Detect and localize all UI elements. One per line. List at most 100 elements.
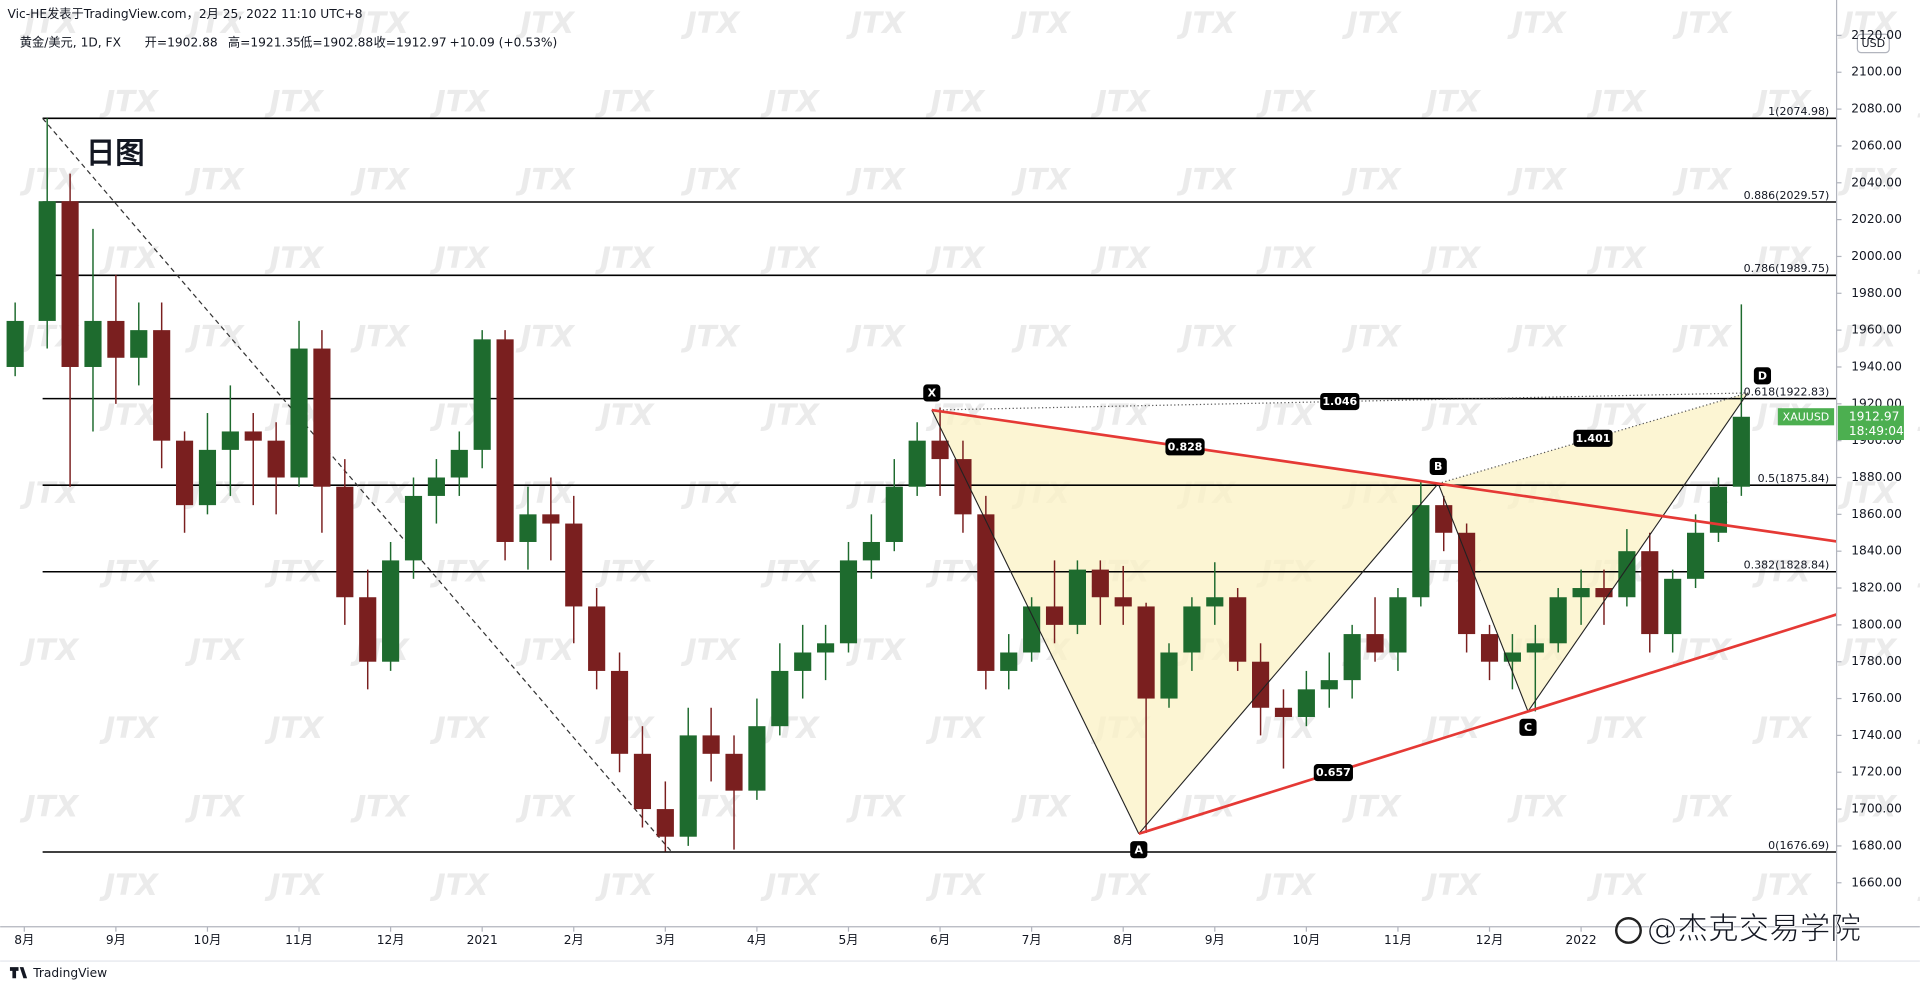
- watermark-text: JTX: [515, 790, 575, 824]
- y-tick-label: 2000.00: [1851, 249, 1902, 263]
- watermark-text: JTX: [1342, 6, 1402, 40]
- watermark-text: JTX: [515, 6, 575, 40]
- watermark-text: JTX: [185, 6, 245, 40]
- x-tick-label: 8月: [14, 933, 34, 947]
- y-tick-label: 2020.00: [1851, 212, 1902, 226]
- watermark-text: JTX: [595, 868, 655, 902]
- pattern-leg: [931, 409, 1140, 835]
- watermark-text: JTX: [1587, 868, 1647, 902]
- candle-body: [862, 541, 880, 561]
- watermark-text: JTX: [99, 241, 159, 275]
- y-tick-label: 1820.00: [1851, 581, 1902, 595]
- point-box: [1429, 457, 1447, 476]
- point-label: B: [1434, 460, 1442, 473]
- x-tick-label: 2022: [1566, 933, 1597, 947]
- ratio-box: [1165, 438, 1205, 456]
- symbol: 黄金/美元, 1D, FX: [20, 34, 121, 49]
- candle-body: [1709, 486, 1728, 533]
- candle-body: [1229, 597, 1247, 662]
- ratio-box: [1320, 392, 1360, 411]
- x-tick-label: 6月: [930, 933, 950, 947]
- fib-trend: [42, 117, 673, 853]
- x-tick-label: 9月: [106, 933, 126, 947]
- watermark-text: JTX: [1672, 319, 1732, 353]
- watermark-text: JTX: [1177, 6, 1237, 40]
- watermark-text: JTX: [99, 868, 159, 902]
- ratio-label: 1.401: [1576, 432, 1611, 445]
- y-tick-label: 1960.00: [1851, 323, 1902, 337]
- watermark-text: JTX: [1091, 868, 1151, 902]
- watermark-text: JTX: [1672, 163, 1732, 197]
- candle-body: [1412, 505, 1430, 598]
- watermark-text: JTX: [760, 711, 820, 745]
- candle-body: [1503, 652, 1521, 662]
- watermark-text: JTX: [1091, 241, 1151, 275]
- signature-icon: [1614, 916, 1642, 944]
- candle-body: [84, 320, 102, 367]
- watermark-text: JTX: [99, 711, 159, 745]
- candle-body: [1595, 588, 1613, 598]
- watermark-text: JTX: [350, 6, 410, 40]
- point-label: D: [1758, 369, 1767, 382]
- watermark-text: JTX: [1256, 241, 1316, 275]
- watermark-text: JTX: [1342, 319, 1402, 353]
- watermark-text: JTX: [1587, 241, 1647, 275]
- fib-label: 0(1676.69): [1768, 839, 1829, 852]
- candle-body: [794, 652, 812, 671]
- candle-body: [633, 753, 652, 810]
- y-tick-label: 1760.00: [1851, 691, 1902, 705]
- x-tick-label: 2月: [564, 933, 584, 947]
- fib-label: 0.5(1875.84): [1758, 472, 1830, 485]
- watermark-text: JTX: [1011, 6, 1071, 40]
- fib-label: 0.618(1922.83): [1744, 385, 1830, 398]
- watermark-text: JTX: [1672, 790, 1732, 824]
- watermark-text: JTX: [1177, 319, 1237, 353]
- watermark-text: JTX: [926, 84, 986, 118]
- candle-body: [954, 459, 972, 515]
- y-tick-label: 1740.00: [1851, 728, 1902, 742]
- x-tick-label: 9月: [1205, 933, 1225, 947]
- signature-text: @杰克交易学院: [1647, 912, 1861, 947]
- watermark-text: JTX: [760, 241, 820, 275]
- ratio-label: 0.657: [1316, 766, 1351, 779]
- watermark-text: JTX: [350, 790, 410, 824]
- watermark-text: JTX: [846, 163, 906, 197]
- watermark-text: JTX: [185, 790, 245, 824]
- price-tag-text: 1912.97: [1849, 409, 1900, 423]
- watermark-text: JTX: [185, 163, 245, 197]
- y-tick-label: 2100.00: [1851, 65, 1902, 79]
- chart-title: 日图: [86, 136, 145, 170]
- signature: @杰克交易学院: [1614, 912, 1861, 947]
- candle-body: [542, 514, 560, 524]
- ratio-label: 1.046: [1322, 395, 1357, 408]
- point-box: [1130, 841, 1148, 859]
- candle-body: [175, 440, 194, 506]
- low: 低=1902.88: [300, 35, 373, 49]
- candle-body: [1297, 689, 1315, 717]
- y-tick-label: 1700.00: [1851, 802, 1902, 816]
- watermark-text: JTX: [430, 711, 490, 745]
- countdown: 18:49:04: [1849, 424, 1904, 438]
- x-tick-label: 3月: [655, 933, 675, 947]
- x-tick-label: 11月: [1384, 933, 1412, 947]
- watermark-text: JTX: [1838, 476, 1898, 510]
- watermark-text: JTX: [185, 633, 245, 667]
- watermark-text: JTX: [760, 398, 820, 432]
- watermark-text: JTX: [1752, 241, 1812, 275]
- candle-body: [519, 514, 537, 542]
- y-tick-label: 1940.00: [1851, 359, 1902, 373]
- watermark-text: JTX: [99, 84, 159, 118]
- pattern-dotted: [1438, 392, 1748, 485]
- watermark-text: JTX: [1507, 790, 1567, 824]
- candle-body: [107, 320, 125, 358]
- y-tick-label: 1720.00: [1851, 765, 1902, 779]
- trend-line: [1138, 613, 1837, 836]
- watermark-text: JTX: [1011, 319, 1071, 353]
- candle-body: [404, 495, 423, 561]
- fib-label: 0.786(1989.75): [1744, 262, 1830, 275]
- candle-body: [153, 330, 171, 441]
- candle-body: [244, 431, 262, 441]
- candle-body: [1458, 532, 1476, 635]
- candle-body: [588, 606, 606, 671]
